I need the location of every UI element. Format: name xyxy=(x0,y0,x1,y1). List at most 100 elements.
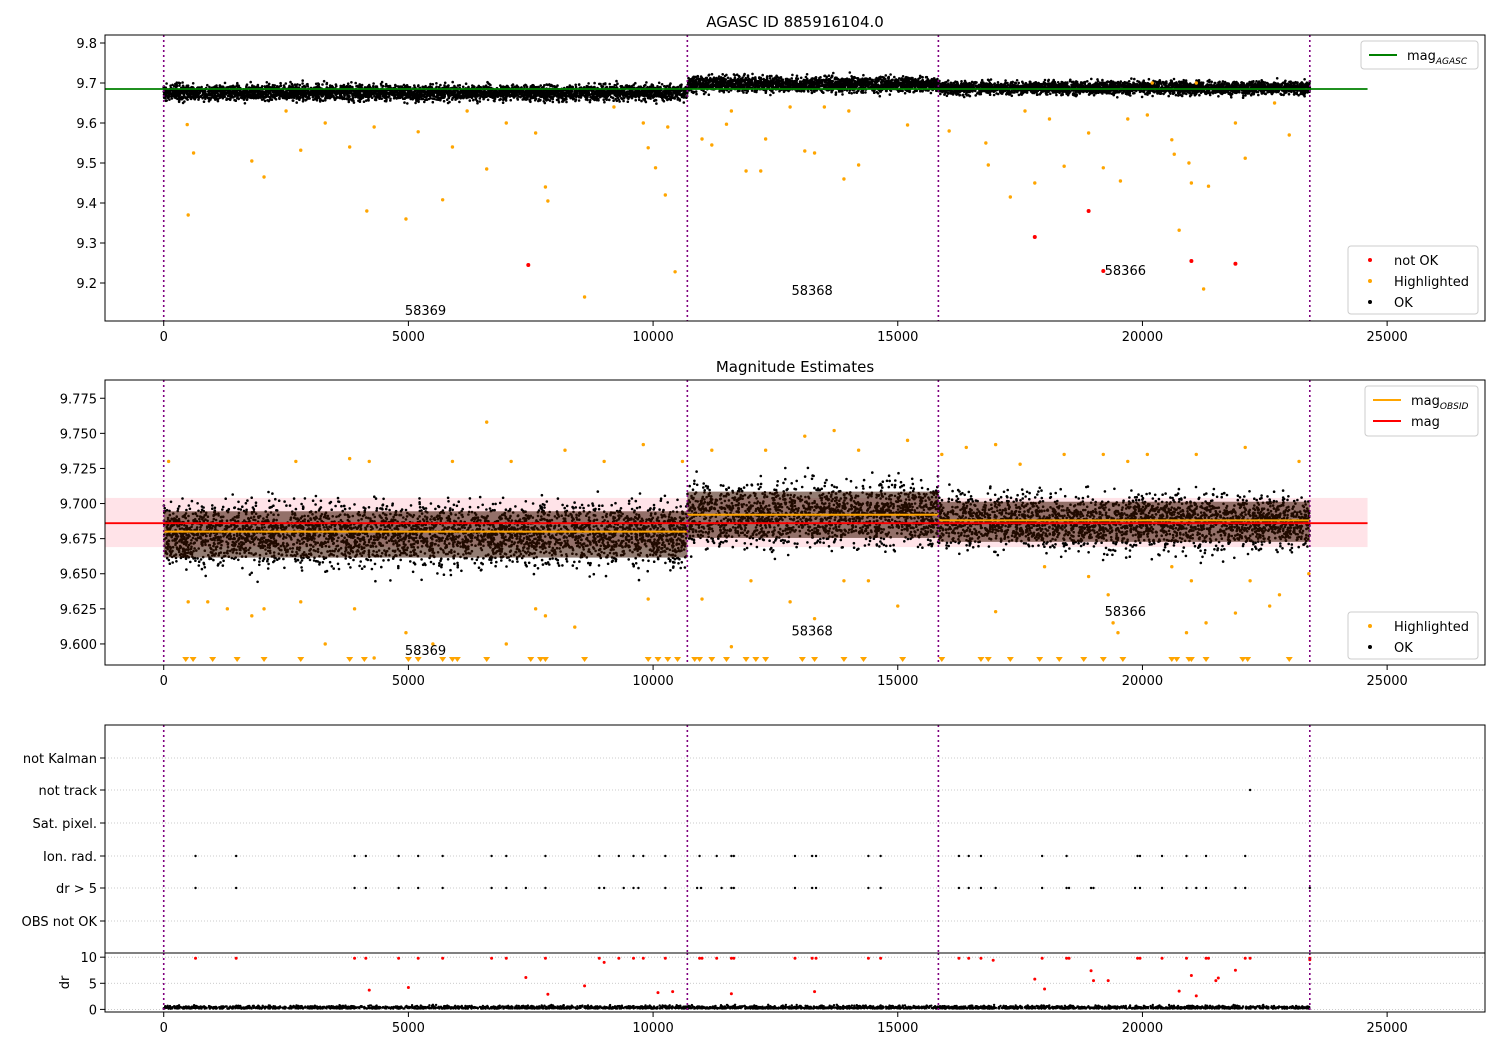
ok-point xyxy=(272,95,275,99)
ok-point xyxy=(195,91,199,95)
ok-point xyxy=(357,91,361,94)
ok-point xyxy=(313,94,317,97)
ok-point xyxy=(277,90,281,93)
ok-point xyxy=(622,92,626,96)
ok-point xyxy=(245,83,249,86)
ok-point xyxy=(221,93,224,96)
ok-point xyxy=(261,95,265,99)
ok-point xyxy=(499,98,502,101)
ok-point xyxy=(626,100,630,103)
ok-point xyxy=(189,97,193,101)
ok-point xyxy=(265,94,268,98)
ok-point xyxy=(451,80,455,84)
top-ytick-label: 9.5 xyxy=(76,157,97,172)
ok-point xyxy=(271,83,275,87)
ok-point xyxy=(372,82,375,85)
ok-point xyxy=(557,100,561,104)
ok-point xyxy=(267,95,271,99)
ok-point xyxy=(322,79,326,83)
ok-point xyxy=(494,93,498,97)
ok-point xyxy=(424,91,427,94)
ok-point xyxy=(480,91,484,94)
ok-point xyxy=(333,97,337,101)
ok-point xyxy=(321,83,324,86)
ok-point xyxy=(443,91,447,94)
ok-point xyxy=(485,91,488,94)
ok-point xyxy=(654,91,658,94)
ok-point xyxy=(291,99,295,102)
ok-point xyxy=(507,90,510,93)
ok-point xyxy=(423,100,426,104)
ok-point xyxy=(435,92,439,95)
ok-point xyxy=(505,93,509,96)
ok-point xyxy=(192,91,195,95)
ok-point xyxy=(185,92,189,96)
ok-point xyxy=(275,94,278,98)
ok-point xyxy=(795,89,799,93)
ok-point xyxy=(215,84,218,87)
ok-point xyxy=(535,92,538,96)
ok-point xyxy=(460,91,464,94)
ok-point xyxy=(482,97,485,101)
ok-point xyxy=(319,92,323,96)
ok-point xyxy=(315,96,319,99)
ok-point xyxy=(206,83,209,87)
ok-point xyxy=(384,82,388,86)
ok-point xyxy=(221,96,225,100)
ok-point xyxy=(476,101,479,105)
ok-point xyxy=(850,92,853,95)
ok-point xyxy=(591,95,595,98)
ok-point xyxy=(549,84,552,87)
ok-point xyxy=(397,96,401,100)
ok-point xyxy=(312,98,315,101)
ok-point xyxy=(472,85,476,88)
ok-point xyxy=(251,89,255,93)
ok-point xyxy=(479,94,483,97)
ok-point xyxy=(384,91,387,95)
ok-point xyxy=(215,96,218,99)
ok-point xyxy=(527,95,530,98)
ok-point xyxy=(285,98,289,101)
ok-point xyxy=(372,84,375,88)
ok-point xyxy=(486,98,490,102)
top-ytick-label: 9.6 xyxy=(76,117,97,132)
ok-point xyxy=(457,90,461,94)
ok-point xyxy=(347,100,351,104)
ok-point xyxy=(552,90,556,93)
ok-point xyxy=(612,99,615,102)
ok-point xyxy=(395,97,398,100)
ok-point xyxy=(373,90,376,93)
ok-point xyxy=(367,99,370,102)
ok-point xyxy=(561,100,565,103)
ok-point xyxy=(380,84,383,87)
ok-point xyxy=(342,84,346,87)
ok-point xyxy=(424,85,427,89)
ok-point xyxy=(630,96,634,100)
ok-point xyxy=(235,84,238,87)
ok-point xyxy=(370,96,374,99)
ok-point xyxy=(641,93,644,97)
ok-point xyxy=(577,83,581,86)
ok-point xyxy=(399,95,403,99)
ok-point xyxy=(669,92,673,96)
ok-point xyxy=(423,95,426,98)
ok-point xyxy=(525,93,528,96)
ok-point xyxy=(464,92,468,96)
ok-point xyxy=(461,85,465,89)
ok-point xyxy=(394,83,397,87)
ok-point xyxy=(396,85,400,88)
ok-point xyxy=(603,90,606,93)
ok-point xyxy=(306,85,310,88)
ok-point xyxy=(200,94,203,98)
ok-point xyxy=(574,83,577,87)
ok-point xyxy=(317,83,321,86)
ok-point xyxy=(261,90,265,94)
ok-point xyxy=(363,92,367,95)
ok-point xyxy=(210,92,214,95)
ok-point xyxy=(524,83,527,87)
ok-point xyxy=(389,97,392,100)
ok-point xyxy=(271,89,274,93)
ok-point xyxy=(588,100,592,104)
ok-point xyxy=(385,98,388,101)
